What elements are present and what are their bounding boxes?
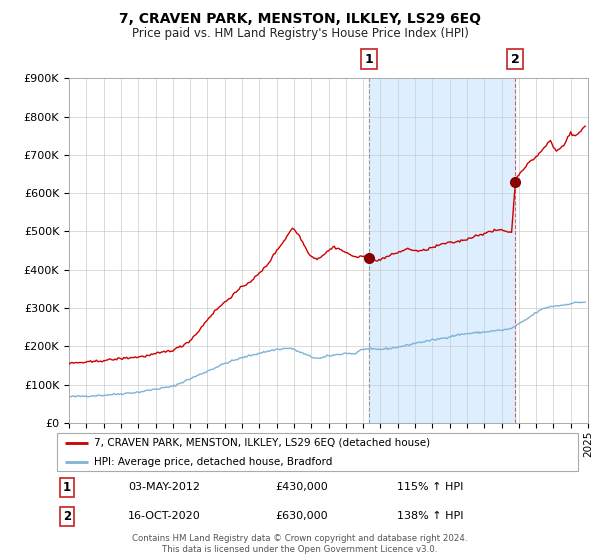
Text: Contains HM Land Registry data © Crown copyright and database right 2024.: Contains HM Land Registry data © Crown c… [132,534,468,543]
Text: 1: 1 [364,53,373,66]
Text: 2: 2 [63,510,71,522]
Text: This data is licensed under the Open Government Licence v3.0.: This data is licensed under the Open Gov… [163,545,437,554]
Text: HPI: Average price, detached house, Bradford: HPI: Average price, detached house, Brad… [94,457,332,467]
Text: £630,000: £630,000 [276,511,328,521]
Text: 16-OCT-2020: 16-OCT-2020 [128,511,200,521]
Text: Price paid vs. HM Land Registry's House Price Index (HPI): Price paid vs. HM Land Registry's House … [131,27,469,40]
Text: 138% ↑ HPI: 138% ↑ HPI [397,511,464,521]
Text: 2: 2 [511,53,520,66]
Text: £430,000: £430,000 [276,482,329,492]
Bar [369,78,515,423]
Text: 7, CRAVEN PARK, MENSTON, ILKLEY, LS29 6EQ (detached house): 7, CRAVEN PARK, MENSTON, ILKLEY, LS29 6E… [94,437,430,447]
Text: 115% ↑ HPI: 115% ↑ HPI [397,482,464,492]
Text: 1: 1 [63,481,71,494]
Text: 7, CRAVEN PARK, MENSTON, ILKLEY, LS29 6EQ: 7, CRAVEN PARK, MENSTON, ILKLEY, LS29 6E… [119,12,481,26]
Text: 03-MAY-2012: 03-MAY-2012 [128,482,200,492]
FancyBboxPatch shape [56,433,578,471]
